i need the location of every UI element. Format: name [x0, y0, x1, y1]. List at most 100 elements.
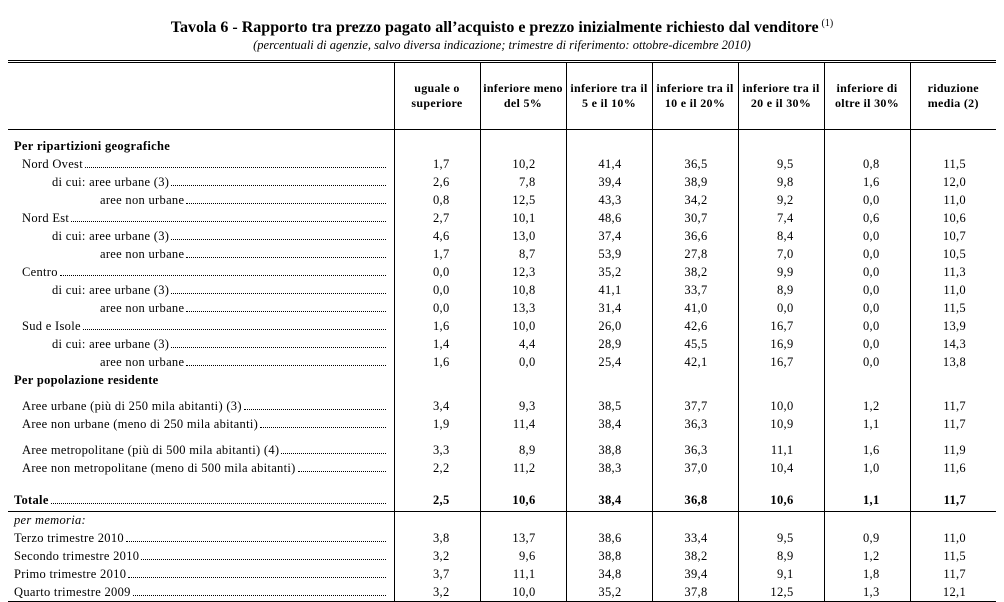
cell [8, 390, 394, 398]
column-header: inferiore tra il 5 e il 10% [565, 61, 652, 130]
title-line: Tavola 6 - Rapporto tra prezzo pagato al… [0, 0, 1004, 37]
value-cell: 38,4 [565, 489, 652, 512]
column-header: riduzione media (2) [909, 61, 996, 130]
value-cell: 1,4 [393, 335, 480, 354]
value-cell: 0,8 [393, 191, 480, 210]
value-cell: 0,0 [823, 317, 910, 336]
row-label-cell: Aree non urbane (meno di 250 mila abitan… [8, 416, 394, 434]
leader-dots [243, 399, 386, 410]
value-cell: 41,0 [651, 299, 738, 318]
value-cell: 12,3 [479, 263, 566, 282]
column-header: inferiore di oltre il 30% [823, 61, 910, 130]
value-cell: 1,1 [823, 415, 910, 434]
value-cell: 3,3 [393, 441, 480, 460]
row-label-cell: Aree metropolitane (più di 500 mila abit… [8, 442, 394, 460]
data-row: Aree non metropolitane (meno di 500 mila… [8, 459, 996, 478]
value-cell: 0,0 [479, 353, 566, 372]
cell [565, 137, 652, 156]
value-cell: 34,8 [565, 565, 652, 584]
leader-dots [59, 265, 386, 276]
header-cell [8, 62, 394, 130]
value-cell: 14,3 [909, 335, 996, 354]
value-cell: 0,0 [393, 263, 480, 282]
value-cell: 11,7 [909, 489, 996, 512]
value-cell: 8,4 [737, 227, 824, 246]
row-label-text: Terzo trimestre 2010 [14, 531, 124, 545]
value-cell: 37,0 [651, 459, 738, 478]
leader-dots [171, 175, 386, 186]
data-row: Centro 0,0 12,3 35,2 38,2 9,9 0,0 11,3 [8, 263, 996, 282]
cell [8, 130, 394, 138]
leader-dots [297, 461, 386, 472]
value-cell: 8,7 [479, 245, 566, 264]
row-label-text: Aree metropolitane (più di 500 mila abit… [22, 443, 280, 457]
value-cell: 10,0 [737, 397, 824, 416]
value-cell: 7,8 [479, 173, 566, 192]
row-label: di cui: aree urbane (3) [8, 337, 394, 352]
value-cell: 16,7 [737, 317, 824, 336]
leader-dots [186, 301, 386, 312]
value-cell: 36,3 [651, 441, 738, 460]
value-cell: 28,9 [565, 335, 652, 354]
section-heading: Per popolazione residente [14, 373, 159, 387]
value-cell: 9,2 [737, 191, 824, 210]
value-cell: 41,4 [565, 155, 652, 174]
cell [393, 477, 480, 490]
cell [823, 137, 910, 156]
cell [479, 433, 566, 442]
value-cell: 42,6 [651, 317, 738, 336]
row-label: Nord Est [8, 211, 394, 226]
cell [737, 371, 824, 390]
value-cell: 48,6 [565, 209, 652, 228]
cell [651, 511, 738, 530]
row-label-cell: di cui: aree urbane (3) [8, 282, 394, 300]
value-cell: 35,2 [565, 583, 652, 602]
leader-dots [50, 493, 386, 504]
cell [565, 511, 652, 530]
cell [823, 511, 910, 530]
value-cell: 0,0 [823, 335, 910, 354]
leader-dots [186, 193, 386, 204]
cell [823, 477, 910, 490]
leader-dots [171, 337, 386, 348]
row-label-text: di cui: aree urbane (3) [52, 337, 170, 351]
value-cell: 10,0 [479, 583, 566, 602]
value-cell: 11,5 [909, 299, 996, 318]
value-cell: 39,4 [565, 173, 652, 192]
column-header: inferiore meno del 5% [479, 61, 566, 130]
row-label-text: Aree urbane (più di 250 mila abitanti) (… [22, 399, 242, 413]
table-body: Per ripartizioni geografiche Nord Ovest 1,… [8, 129, 996, 602]
cell [823, 433, 910, 442]
value-cell: 9,3 [479, 397, 566, 416]
cell [737, 477, 824, 490]
value-cell: 11,4 [479, 415, 566, 434]
value-cell: 11,1 [479, 565, 566, 584]
value-cell: 0,6 [823, 209, 910, 228]
row-label-cell: Nord Ovest [8, 156, 394, 174]
value-cell: 38,2 [651, 263, 738, 282]
value-cell: 10,7 [909, 227, 996, 246]
cell [909, 137, 996, 156]
section-heading: Per ripartizioni geografiche [14, 139, 171, 153]
row-label-text: Nord Est [22, 211, 70, 225]
subtitle: (percentuali di agenzie, salvo diversa i… [253, 38, 751, 52]
value-cell: 38,8 [565, 441, 652, 460]
value-cell: 1,1 [823, 489, 910, 512]
header: Tavola 6 - Rapporto tra prezzo pagato al… [0, 0, 1004, 60]
row-label: Primo trimestre 2010 [8, 567, 394, 582]
row-label-cell: aree non urbane [8, 300, 394, 318]
row-label-text: Aree non metropolitane (meno di 500 mila… [22, 461, 296, 475]
row-label-cell: Aree urbane (più di 250 mila abitanti) (… [8, 398, 394, 416]
value-cell: 37,8 [651, 583, 738, 602]
value-cell: 8,9 [737, 547, 824, 566]
value-cell: 36,6 [651, 227, 738, 246]
cell [909, 433, 996, 442]
value-cell: 2,2 [393, 459, 480, 478]
section-heading-row: per memoria: [8, 511, 996, 530]
value-cell: 1,2 [823, 547, 910, 566]
value-cell: 3,7 [393, 565, 480, 584]
value-cell: 11,7 [909, 397, 996, 416]
value-cell: 38,9 [651, 173, 738, 192]
leader-dots [260, 417, 386, 428]
value-cell: 1,2 [823, 397, 910, 416]
